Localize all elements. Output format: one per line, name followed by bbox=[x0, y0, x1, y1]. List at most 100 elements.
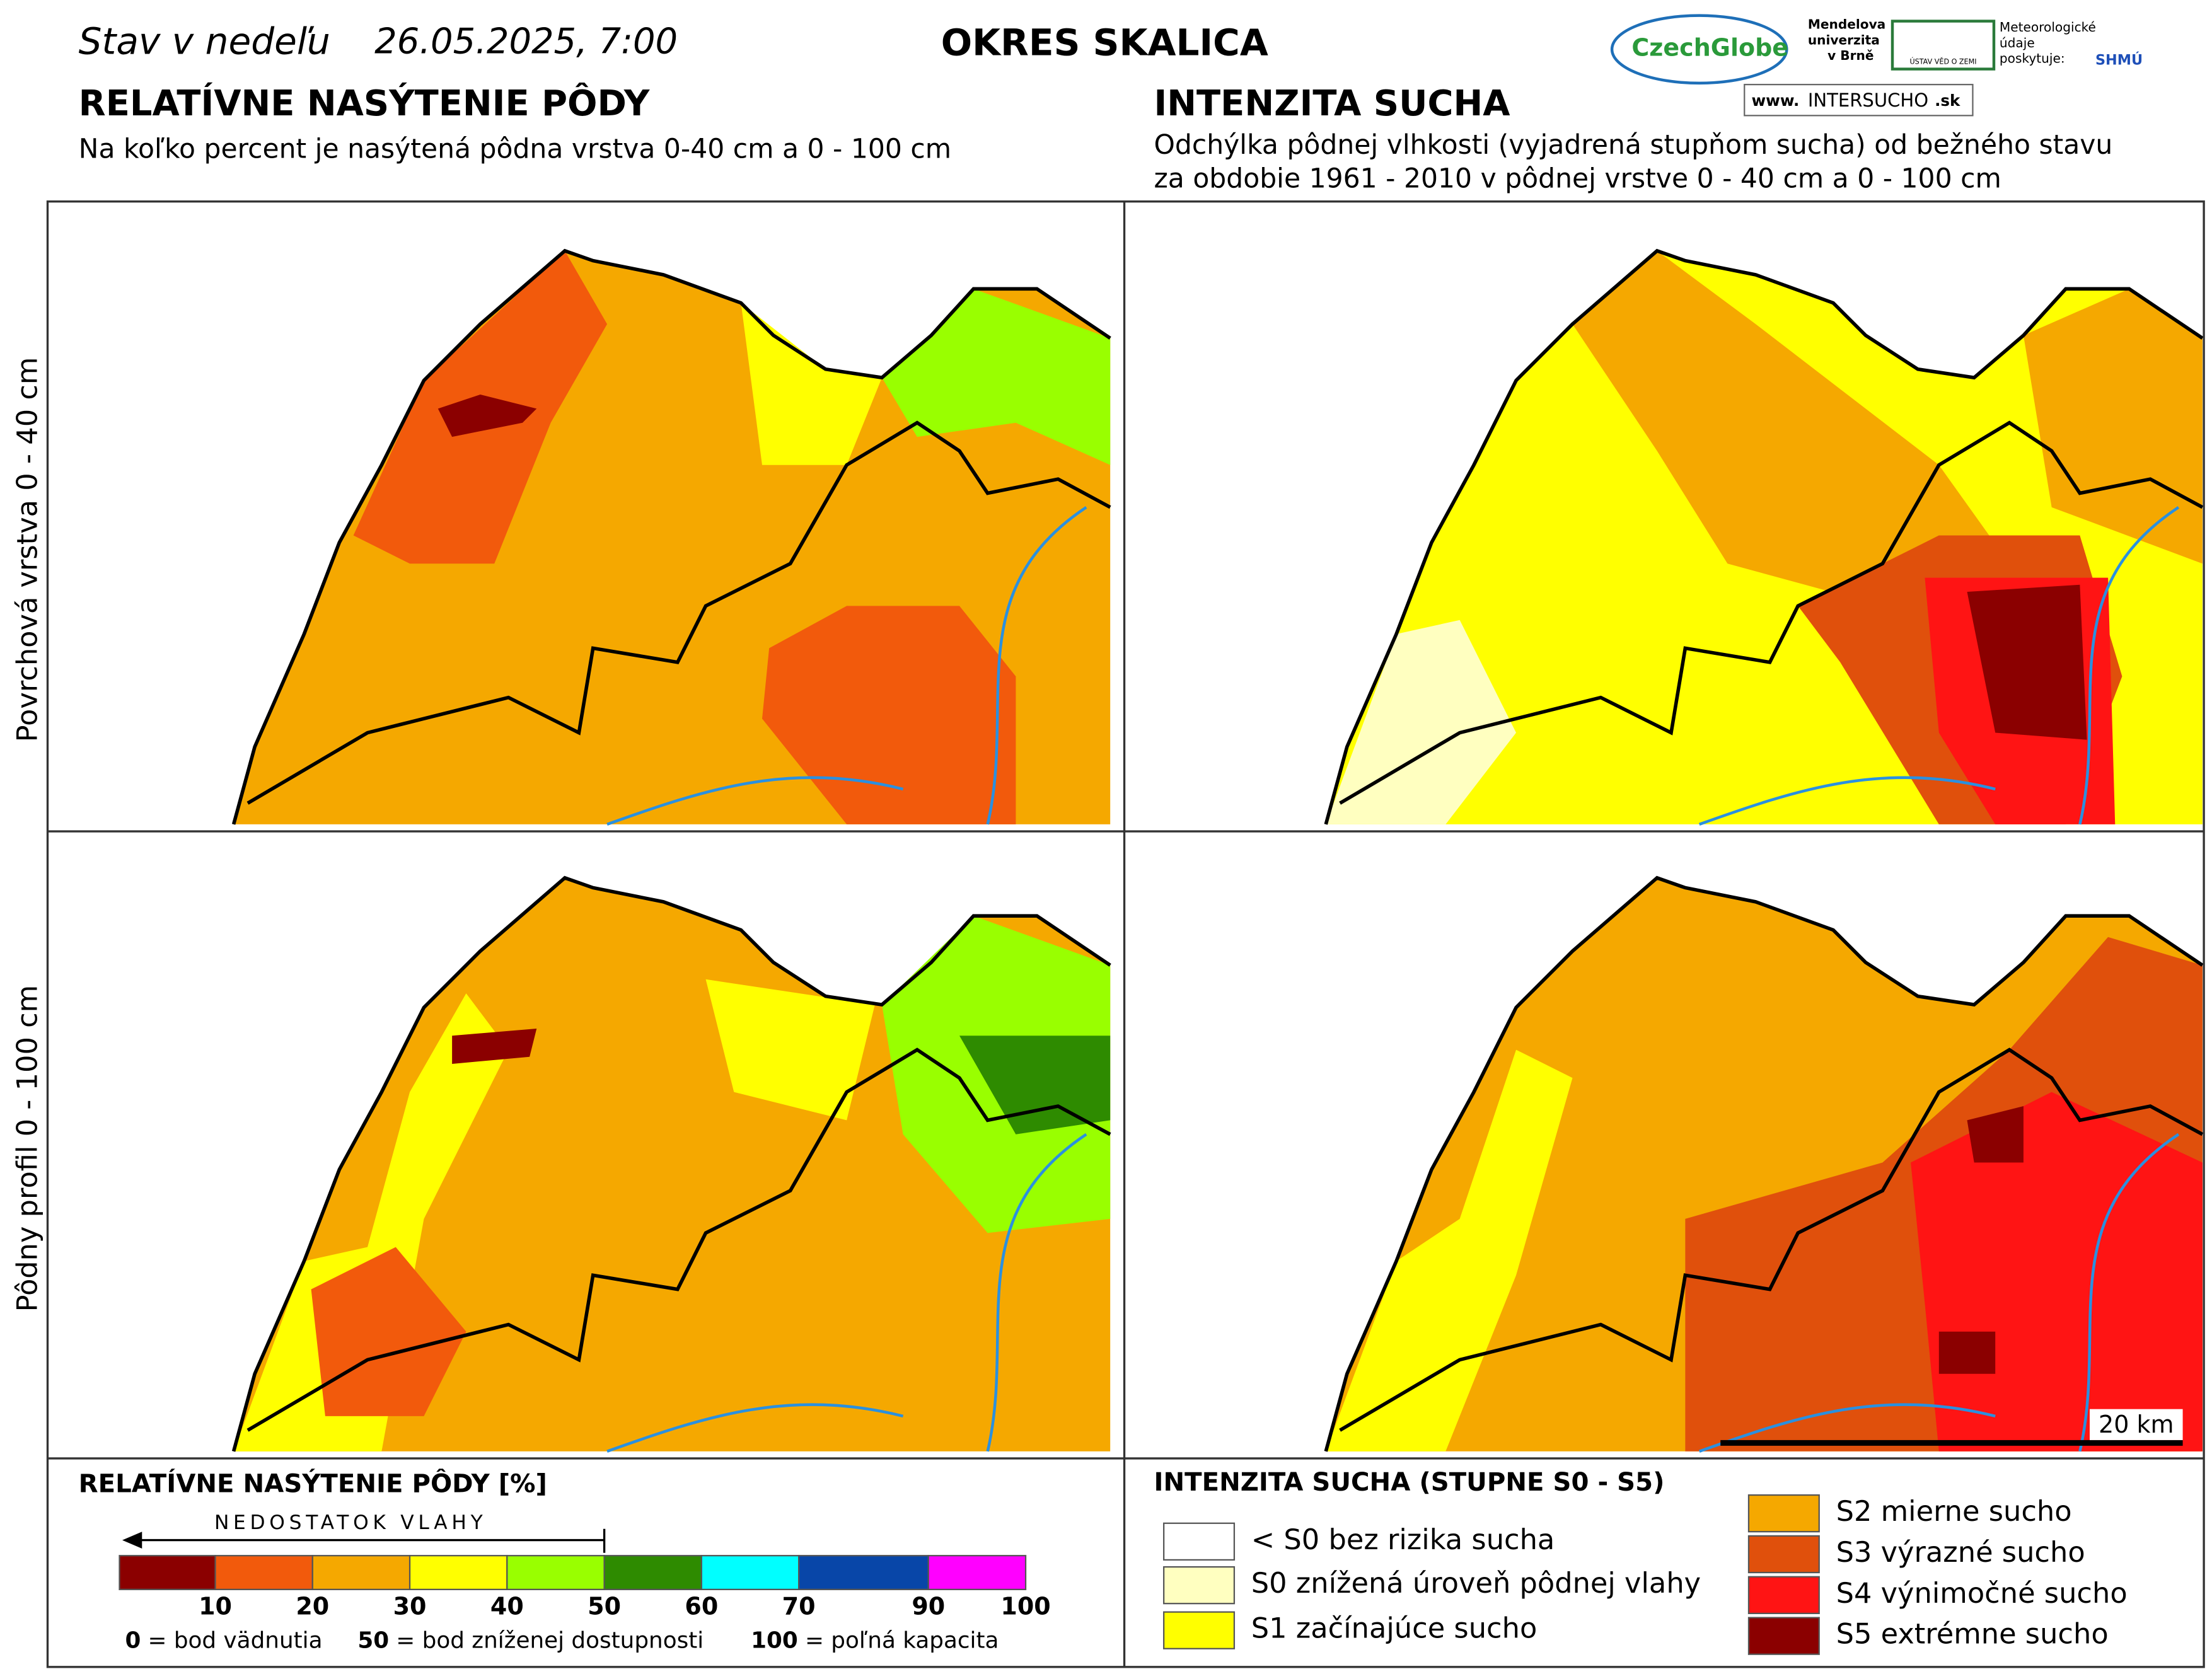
legend-tick: 70 bbox=[782, 1592, 816, 1620]
legend-swatch bbox=[603, 1555, 702, 1590]
left-subtitle: Na koľko percent je nasýtená pôdna vrstv… bbox=[79, 134, 951, 165]
legend-tick: 30 bbox=[393, 1592, 427, 1620]
district-border bbox=[1339, 420, 2204, 805]
note-text: = bod zníženej dostupnosti bbox=[396, 1628, 704, 1654]
legend-tick: 40 bbox=[490, 1592, 524, 1620]
logo-czechglobe: CzechGlobe bbox=[1631, 34, 1788, 62]
logo-text: v Brně bbox=[1827, 48, 1873, 63]
logo-text: ÚSTAV VĚD O ZEMI bbox=[1909, 57, 1976, 66]
legend-swatch bbox=[1163, 1522, 1236, 1561]
note-value: 50 bbox=[357, 1628, 389, 1654]
date-prefix: Stav v nedeľu bbox=[79, 20, 330, 62]
legend-tick: 100 bbox=[1000, 1592, 1050, 1620]
river bbox=[1698, 776, 1996, 826]
legend-label: S5 extrémne sucho bbox=[1836, 1617, 2109, 1651]
logo-text: Meteorologické bbox=[2000, 20, 2096, 35]
river bbox=[606, 776, 904, 826]
district-border bbox=[1339, 1048, 2204, 1432]
legend-swatch bbox=[1163, 1566, 1236, 1605]
zone bbox=[233, 993, 509, 1452]
zone bbox=[1326, 1049, 1573, 1452]
legend-swatch bbox=[1163, 1611, 1236, 1649]
zone bbox=[1326, 620, 1517, 824]
legend-swatch bbox=[119, 1555, 216, 1590]
legend-note: 100 = poľná kapacita bbox=[751, 1628, 999, 1654]
border bbox=[231, 248, 1111, 825]
border bbox=[231, 875, 1111, 1452]
arrow-head bbox=[122, 1532, 142, 1549]
district-border bbox=[246, 1048, 1111, 1432]
legend-label: S4 výnimočné sucho bbox=[1836, 1576, 2128, 1610]
logo-text: INTERSUCHO bbox=[1808, 89, 1928, 111]
note-value: 100 bbox=[751, 1628, 798, 1654]
district: OKRES SKALICA bbox=[941, 21, 1268, 64]
zone bbox=[1911, 1092, 2203, 1452]
zone bbox=[452, 1029, 537, 1064]
legend-left: 10 20 30 40 50 60 70 90 100 0 = bod vädnutia 50 = bo… bbox=[119, 1555, 1051, 1654]
frame bbox=[46, 200, 2205, 1668]
legend-swatch bbox=[506, 1555, 605, 1590]
logo-shmu: SHMÚ bbox=[2095, 51, 2143, 69]
logo-ring bbox=[1610, 14, 1788, 85]
zone bbox=[311, 1247, 466, 1416]
zone bbox=[2023, 289, 2203, 564]
row-label: Pôdny profil 0 - 100 cm bbox=[10, 985, 43, 1312]
legend-swatch bbox=[408, 1555, 508, 1590]
legend-note: 50 = bod zníženej dostupnosti bbox=[357, 1628, 704, 1654]
legend-tick: 60 bbox=[685, 1592, 718, 1620]
logo-text: .sk bbox=[1935, 91, 1960, 110]
logo-text: www. bbox=[1751, 91, 1799, 110]
legend-label: S0 znížená úroveň pôdnej vlahy bbox=[1251, 1566, 1701, 1600]
right-subtitle: Odchýlka pôdnej vlhkosti (vyjadrená stup… bbox=[1154, 130, 2113, 161]
legend-swatch bbox=[311, 1555, 411, 1590]
river bbox=[1698, 1403, 1996, 1453]
legend-tick: 20 bbox=[296, 1592, 329, 1620]
legend-label: < S0 bez rizika sucha bbox=[1251, 1523, 1555, 1556]
legend-tick: 90 bbox=[912, 1592, 945, 1620]
district-border bbox=[246, 420, 1111, 805]
legend-label: S3 výrazné sucho bbox=[1836, 1535, 2085, 1569]
arrow-label: NEDOSTATOK VLAHY bbox=[214, 1511, 487, 1534]
zone bbox=[1572, 250, 2010, 606]
legend-swatch bbox=[1747, 1617, 1820, 1655]
legend-title: RELATÍVNE NASÝTENIE PÔDY [%] bbox=[79, 1467, 547, 1498]
border bbox=[1324, 248, 2204, 825]
note-text: = poľná kapacita bbox=[805, 1628, 999, 1654]
zone bbox=[437, 394, 537, 437]
logo-text: univerzita bbox=[1808, 32, 1880, 47]
zone bbox=[1938, 1331, 1996, 1374]
scale-bg bbox=[2090, 1409, 2183, 1440]
note-value: 0 bbox=[125, 1628, 141, 1654]
right-subtitle: za obdobie 1961 - 2010 v pôdnej vrstve 0… bbox=[1154, 164, 2001, 195]
river bbox=[2078, 505, 2180, 825]
legend-label: S1 začínajúce sucho bbox=[1251, 1612, 1537, 1645]
legend-note: 0 = bod vädnutia bbox=[125, 1628, 322, 1654]
river bbox=[986, 1133, 1087, 1452]
legend-label: S2 mierne sucho bbox=[1836, 1494, 2072, 1528]
maps bbox=[231, 248, 2204, 1453]
logos: CzechGlobe Mendelova univerzita v Brně Ú… bbox=[1610, 14, 2143, 117]
row-label: Povrchová vrstva 0 - 40 cm bbox=[10, 357, 43, 742]
zone bbox=[761, 606, 1016, 824]
logo-frame bbox=[1744, 84, 1974, 117]
legend-right: < S0 bez rizika sucha S0 znížená úroveň p… bbox=[1163, 1494, 2128, 1655]
left-title: RELATÍVNE NASÝTENIE PÔDY bbox=[79, 83, 650, 124]
border bbox=[1324, 875, 2204, 1452]
legend-swatch bbox=[1747, 1535, 1820, 1574]
zone bbox=[1967, 584, 2087, 740]
zone bbox=[741, 303, 883, 465]
legend-swatch bbox=[1747, 1494, 1820, 1533]
legend-title: INTENZITA SUCHA (STUPNE S0 - S5) bbox=[1154, 1468, 1665, 1497]
zone bbox=[1967, 1106, 2024, 1163]
legend-tick: 10 bbox=[199, 1592, 232, 1620]
note-text: = bod vädnutia bbox=[148, 1628, 323, 1654]
zone bbox=[882, 289, 1111, 465]
legend-swatch bbox=[798, 1555, 929, 1590]
zone bbox=[959, 1036, 1111, 1134]
logo-text: údaje bbox=[2000, 35, 2035, 50]
scale-label: 20 km bbox=[2099, 1411, 2174, 1438]
logo-frame bbox=[1891, 20, 1996, 71]
river bbox=[986, 505, 1087, 825]
